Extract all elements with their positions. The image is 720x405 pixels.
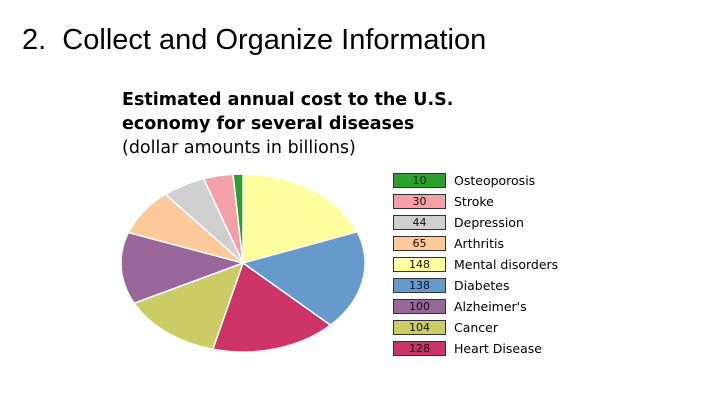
legend-item-cancer: 104 Cancer bbox=[393, 317, 558, 338]
slide-title: 2. Collect and Organize Information bbox=[22, 24, 487, 56]
pie-slice-cancer bbox=[133, 261, 245, 351]
legend-value-alzheimer-s: 100 bbox=[393, 299, 446, 314]
legend: 10 Osteoporosis 30 Stroke 44 Depression 65 Arth… bbox=[393, 170, 558, 359]
legend-value-stroke: 30 bbox=[393, 194, 446, 209]
legend-item-arthritis: 65 Arthritis bbox=[393, 233, 558, 254]
legend-value-depression: 44 bbox=[393, 215, 446, 230]
legend-value-cancer: 104 bbox=[393, 320, 446, 335]
legend-label-heart-disease: Heart Disease bbox=[454, 341, 542, 356]
pie-slice-alzheimer-s bbox=[120, 231, 246, 305]
chart-title-line-1: Estimated annual cost to the U.S. bbox=[122, 90, 454, 110]
legend-item-alzheimer-s: 100 Alzheimer's bbox=[393, 296, 558, 317]
legend-item-mental-disorders: 148 Mental disorders bbox=[393, 254, 558, 275]
pie-slice-heart-disease bbox=[211, 261, 332, 353]
legend-label-depression: Depression bbox=[454, 215, 524, 230]
legend-value-osteoporosis: 10 bbox=[393, 173, 446, 188]
legend-value-arthritis: 65 bbox=[393, 236, 446, 251]
pie-slice-mental-disorders bbox=[242, 173, 359, 264]
legend-item-diabetes: 138 Diabetes bbox=[393, 275, 558, 296]
chart-subtitle: (dollar amounts in billions) bbox=[122, 138, 356, 158]
legend-label-alzheimer-s: Alzheimer's bbox=[454, 299, 527, 314]
legend-label-mental-disorders: Mental disorders bbox=[454, 257, 559, 272]
pie-slice-osteoporosis bbox=[232, 173, 244, 264]
legend-value-diabetes: 138 bbox=[393, 278, 446, 293]
legend-label-cancer: Cancer bbox=[454, 320, 499, 335]
legend-label-arthritis: Arthritis bbox=[454, 236, 505, 251]
chart-title: Estimated annual cost to the U.S. econom… bbox=[122, 88, 453, 160]
legend-value-mental-disorders: 148 bbox=[393, 257, 446, 272]
legend-value-heart-disease: 128 bbox=[393, 341, 446, 356]
legend-item-heart-disease: 128 Heart Disease bbox=[393, 338, 558, 359]
legend-item-stroke: 30 Stroke bbox=[393, 191, 558, 212]
chart-title-line-2: economy for several diseases bbox=[122, 114, 415, 134]
legend-label-diabetes: Diabetes bbox=[454, 278, 510, 293]
legend-item-osteoporosis: 10 Osteoporosis bbox=[393, 170, 558, 191]
legend-label-osteoporosis: Osteoporosis bbox=[454, 173, 536, 188]
pie-slice-diabetes bbox=[241, 230, 366, 327]
legend-item-depression: 44 Depression bbox=[393, 212, 558, 233]
legend-label-stroke: Stroke bbox=[454, 194, 494, 209]
